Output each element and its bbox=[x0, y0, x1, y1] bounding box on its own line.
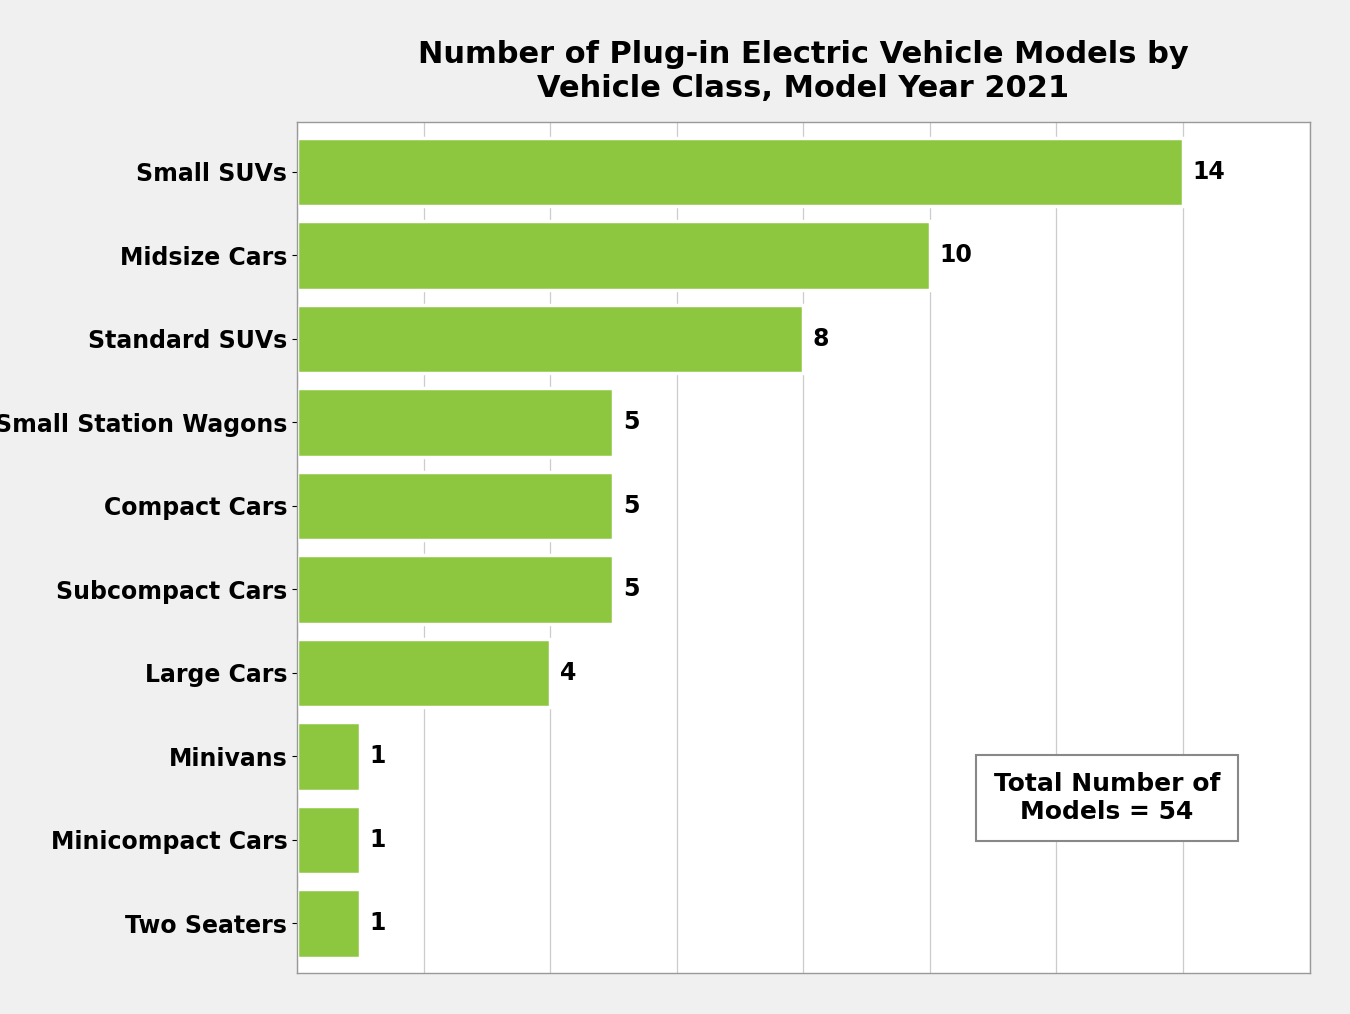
Title: Number of Plug-in Electric Vehicle Models by
Vehicle Class, Model Year 2021: Number of Plug-in Electric Vehicle Model… bbox=[418, 41, 1188, 102]
Bar bbox=[297, 805, 360, 874]
Text: 5: 5 bbox=[622, 411, 640, 434]
Text: Total Number of
Models = 54: Total Number of Models = 54 bbox=[994, 773, 1220, 824]
Text: 1: 1 bbox=[370, 744, 386, 769]
Bar bbox=[297, 639, 551, 707]
Text: 5: 5 bbox=[622, 577, 640, 601]
Bar bbox=[297, 304, 803, 373]
Text: 1: 1 bbox=[370, 827, 386, 852]
Bar bbox=[297, 472, 613, 540]
Text: 1: 1 bbox=[370, 912, 386, 935]
Bar bbox=[297, 889, 360, 957]
Bar bbox=[297, 388, 613, 456]
Text: 8: 8 bbox=[813, 327, 829, 351]
Text: 5: 5 bbox=[622, 494, 640, 518]
Text: 14: 14 bbox=[1192, 160, 1226, 184]
Bar bbox=[297, 555, 613, 624]
Text: 10: 10 bbox=[940, 243, 972, 268]
Bar bbox=[297, 138, 1183, 206]
Text: 4: 4 bbox=[560, 661, 576, 684]
Bar bbox=[297, 221, 930, 290]
Bar bbox=[297, 722, 360, 791]
